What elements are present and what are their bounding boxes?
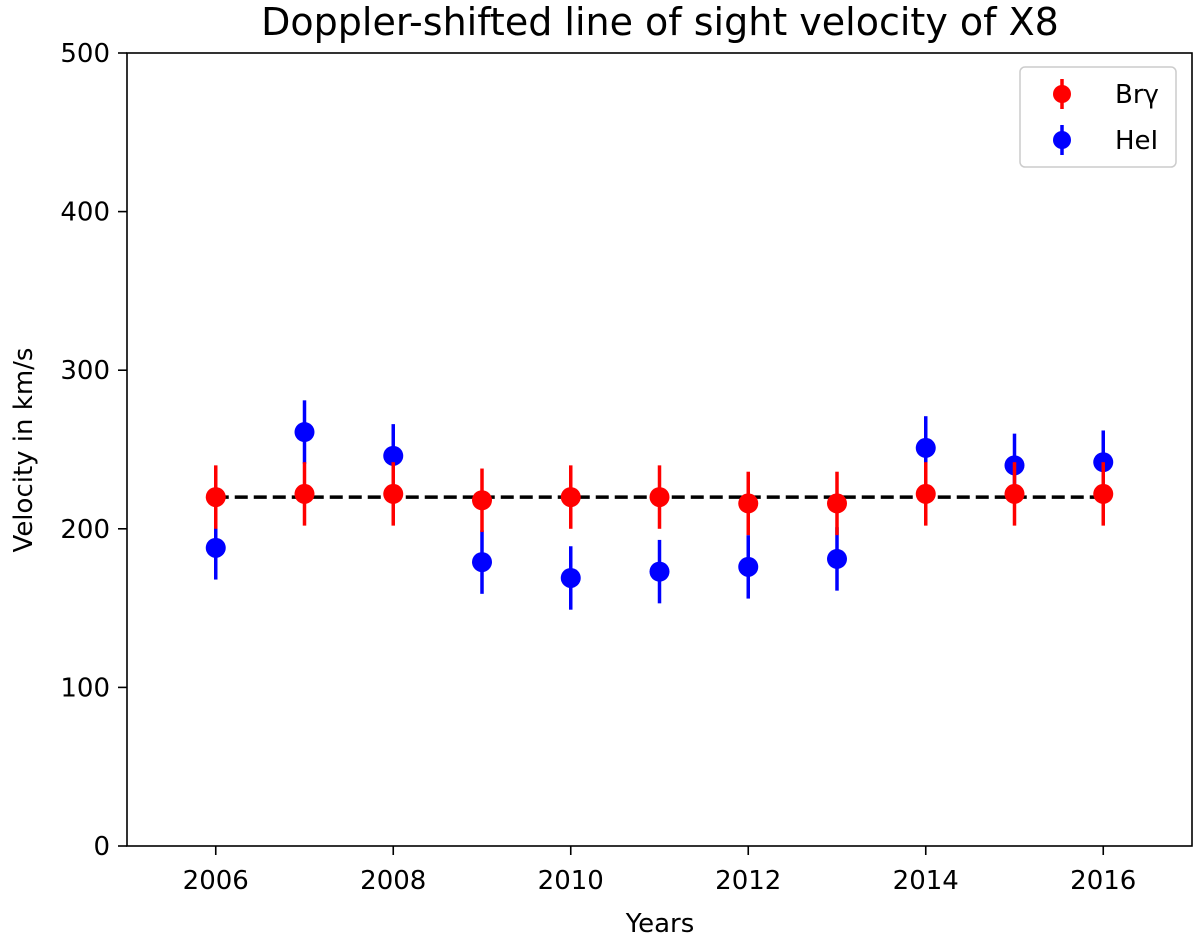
legend-hei-marker <box>1053 131 1071 149</box>
x-axis-label: Years <box>625 909 695 938</box>
legend: Brγ HeI <box>1019 66 1177 168</box>
bry-point <box>1093 483 1114 504</box>
y-tick-label: 500 <box>60 39 110 69</box>
y-tick-label: 300 <box>60 356 110 386</box>
legend-label-hei: HeI <box>1115 126 1158 156</box>
data-marks <box>205 400 1114 610</box>
hei-point <box>472 552 492 573</box>
hei-point <box>383 445 404 466</box>
x-tick-label: 2014 <box>893 866 959 896</box>
hei-point <box>294 422 315 443</box>
hei-point <box>827 548 847 569</box>
hei-point <box>915 437 936 458</box>
bry-point <box>472 490 492 511</box>
hei-point <box>560 567 581 588</box>
bry-point <box>383 483 404 504</box>
bry-point <box>738 493 759 514</box>
x-tick-label: 2006 <box>183 866 249 896</box>
hei-point <box>205 537 226 558</box>
legend-bry-marker <box>1053 85 1071 103</box>
plot-frame <box>126 52 1193 847</box>
chart-title: Doppler-shifted line of sight velocity o… <box>261 0 1059 44</box>
hei-point <box>738 556 759 577</box>
x-tick-label: 2012 <box>715 866 781 896</box>
y-tick-label: 400 <box>60 198 110 228</box>
y-tick-label: 100 <box>60 673 110 703</box>
y-tick-label: 200 <box>60 515 110 545</box>
x-tick-label: 2008 <box>360 866 426 896</box>
bry-point <box>205 487 226 508</box>
bry-point <box>294 483 315 504</box>
x-tick-label: 2016 <box>1070 866 1136 896</box>
bry-point <box>827 493 847 514</box>
y-axis-label: Velocity in km/s <box>9 348 39 553</box>
legend-label-bry: Brγ <box>1115 80 1159 110</box>
bry-point <box>1004 483 1025 504</box>
axis-ticks: 2006 2008 2010 2012 2014 2016 0 100 200 300 400 500 <box>60 39 1136 896</box>
x-tick-label: 2010 <box>538 866 604 896</box>
y-tick-label: 0 <box>93 832 110 862</box>
bry-point <box>649 487 670 508</box>
bry-point <box>560 487 581 508</box>
bry-point <box>915 483 936 504</box>
hei-point <box>649 561 670 582</box>
